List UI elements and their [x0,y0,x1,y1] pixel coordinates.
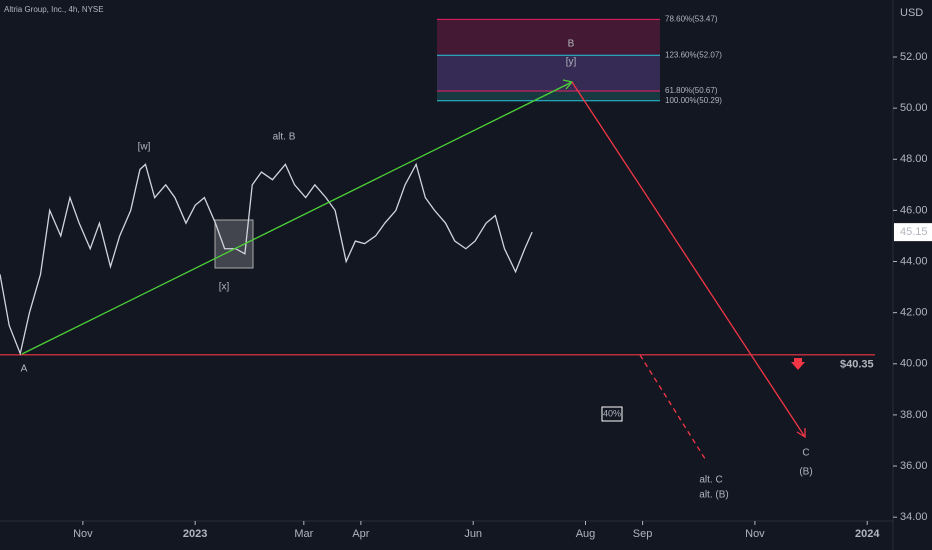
fib-label: 100.00%(50.29) [665,96,722,105]
wave-label: (B) [799,467,812,478]
fib-zone [437,55,660,92]
wave-label: [y] [566,57,577,68]
down-arrow [791,358,805,370]
wave-label: C [802,448,809,459]
y-tick-label: 38.00 [900,409,928,421]
wave-label: alt. B [273,132,296,143]
last-price-label: 45.15 [900,226,928,238]
fib-label: 78.60%(53.47) [665,15,718,24]
wave-label: alt. (B) [699,490,728,501]
wave-label: [w] [138,142,151,153]
wave-line [21,81,573,355]
wave-line [639,354,708,463]
fib-label: 123.60%(52.07) [665,50,722,59]
x-tick-label: Aug [576,528,596,540]
x-tick-label: 2023 [183,528,207,540]
y-tick-label: 36.00 [900,460,928,472]
x-tick-label: 2024 [855,528,880,540]
arrow-head [796,428,806,439]
y-axis-label: USD [900,7,923,19]
y-tick-label: 34.00 [900,511,928,523]
wave-label: A [21,364,28,375]
support-label: $40.35 [840,359,874,371]
fib-label: 61.80%(50.67) [665,86,718,95]
last-price-box [894,223,932,242]
y-tick-label: 46.00 [900,204,928,216]
wave-label: alt. C [699,475,722,486]
x-tick-label: Sep [633,528,653,540]
wave-label: 40% [603,408,621,418]
x-tick-label: Mar [294,528,313,540]
y-tick-label: 40.00 [900,358,928,370]
consolidation-box [214,219,254,269]
x-tick-label: Nov [73,528,93,540]
wave-label: [x] [219,282,230,293]
y-tick-label: 50.00 [900,102,928,114]
label-box [601,406,623,422]
y-tick-label: 52.00 [900,51,928,63]
y-tick-label: 48.00 [900,153,928,165]
wave-label: B [568,39,575,50]
x-tick-label: Apr [352,528,369,540]
y-tick-label: 42.00 [900,307,928,319]
fib-zone [437,91,660,101]
chart-title: Altria Group, Inc., 4h, NYSE [4,5,104,14]
x-tick-label: Jun [464,528,482,540]
y-tick-label: 44.00 [900,255,928,267]
price-line [0,162,533,356]
fib-zone [437,19,660,56]
wave-line [571,81,806,438]
x-tick-label: Nov [745,528,765,540]
